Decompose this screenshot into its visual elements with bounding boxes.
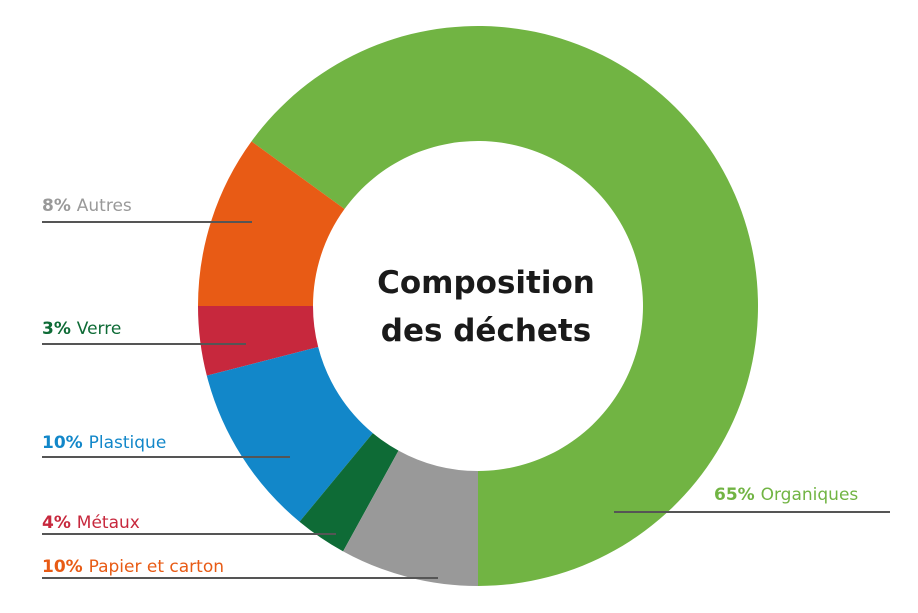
- label-plastique: 10% Plastique: [42, 433, 166, 453]
- label-value-metaux: 4%: [42, 513, 77, 533]
- label-name-autres: Autres: [77, 196, 132, 216]
- label-name-organiques: Organiques: [761, 485, 859, 505]
- label-value-organiques: 65%: [714, 485, 761, 505]
- label-name-verre: Verre: [77, 319, 122, 339]
- label-name-papier-et-carton: Papier et carton: [89, 557, 224, 577]
- slice-autres: [343, 450, 478, 586]
- chart-leader-lines: [42, 221, 890, 579]
- label-papier-et-carton: 10% Papier et carton: [42, 557, 224, 577]
- label-verre: 3% Verre: [42, 319, 121, 339]
- slice-verre: [299, 433, 399, 552]
- chart-slices: [198, 25, 759, 587]
- slice-plastique: [206, 347, 373, 522]
- label-value-papier-et-carton: 10%: [42, 557, 89, 577]
- label-autres: 8% Autres: [42, 196, 132, 216]
- slice-organiques: [251, 25, 759, 587]
- label-value-plastique: 10%: [42, 433, 89, 453]
- chart-labels: 65% Organiques 10% Papier et carton 4% Mét…: [42, 196, 858, 577]
- label-organiques: 65% Organiques: [714, 485, 858, 505]
- slice-papier-et-carton: [198, 141, 345, 306]
- chart-title-line-2: des déchets: [381, 313, 591, 349]
- label-value-verre: 3%: [42, 319, 77, 339]
- label-name-metaux: Métaux: [77, 513, 140, 533]
- label-value-autres: 8%: [42, 196, 77, 216]
- chart-title-line-1: Composition: [377, 265, 595, 301]
- label-name-plastique: Plastique: [89, 433, 167, 453]
- slice-metaux: [198, 306, 319, 376]
- label-metaux: 4% Métaux: [42, 513, 140, 533]
